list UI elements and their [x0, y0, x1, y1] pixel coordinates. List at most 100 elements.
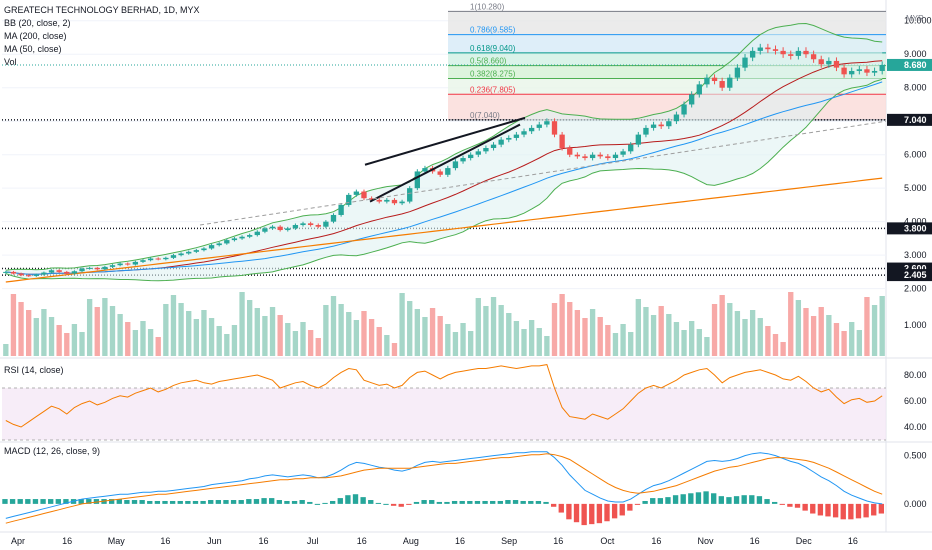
volume-bar — [833, 323, 840, 356]
macd-histogram-bar — [253, 499, 260, 504]
candle — [833, 60, 840, 68]
support-trendline — [199, 120, 887, 226]
volume-bar — [612, 333, 619, 356]
volume-bar — [3, 344, 9, 356]
macd-histogram-bar — [185, 500, 191, 504]
level-tag-label: 2.405 — [904, 270, 927, 280]
candle — [468, 154, 474, 159]
candle — [384, 199, 390, 202]
candle — [765, 47, 771, 50]
candlesticks — [3, 43, 885, 277]
volume-bar — [711, 304, 718, 356]
time-tick-label: Jul — [307, 536, 319, 546]
candle — [666, 121, 672, 127]
macd-histogram-bar — [93, 499, 100, 504]
candle — [292, 225, 299, 229]
ma200-line — [5, 177, 883, 283]
macd-histogram-bar — [505, 500, 511, 504]
macd-histogram-bar — [863, 503, 869, 518]
macd-histogram-bar — [611, 503, 618, 519]
candle — [132, 261, 139, 265]
rsi-tick-label: 40.00 — [904, 422, 927, 432]
macd-histogram-bar — [108, 499, 115, 504]
volume-bar — [734, 311, 741, 356]
macd-histogram-bar — [794, 503, 801, 508]
candle — [18, 273, 24, 276]
candle — [208, 245, 215, 249]
candle — [521, 131, 527, 135]
candle — [536, 124, 542, 128]
candle — [620, 151, 626, 155]
volume-bar — [559, 294, 565, 356]
candle — [33, 274, 39, 276]
macd-histogram-bar — [558, 503, 564, 513]
macd-histogram-bar — [208, 500, 214, 504]
volume-bar — [10, 294, 17, 356]
macd-histogram-bar — [116, 499, 122, 504]
volume-bar — [765, 326, 771, 356]
bb-fill — [5, 23, 883, 281]
volume-bar — [178, 303, 184, 356]
time-tick-label: 16 — [455, 536, 465, 546]
volume-bar — [445, 324, 451, 356]
volume-bar — [879, 296, 885, 356]
macd-histogram-bar — [672, 495, 679, 504]
time-tick-label: 16 — [357, 536, 367, 546]
candle — [460, 158, 466, 162]
candle — [567, 148, 573, 155]
candle — [856, 69, 862, 71]
volume-bar — [262, 316, 268, 356]
macd-histogram-bar — [688, 493, 694, 504]
candle — [826, 60, 832, 65]
macd-histogram-bar — [810, 503, 816, 514]
macd-histogram-bar — [680, 494, 686, 504]
macd-histogram-bar — [627, 503, 633, 511]
candle — [94, 267, 100, 270]
volume-bar — [323, 305, 329, 356]
candle — [422, 168, 428, 172]
volume-bar — [353, 320, 360, 356]
time-tick-label: 16 — [259, 536, 269, 546]
candle — [239, 236, 245, 239]
candle — [673, 114, 680, 122]
volume-bar — [788, 292, 794, 356]
macd-histogram-bar — [352, 494, 359, 504]
candle — [216, 243, 222, 246]
candle — [247, 235, 253, 237]
macd-histogram-bar — [223, 500, 229, 504]
macd-histogram-bar — [261, 498, 267, 504]
macd-histogram-bar — [741, 495, 747, 504]
macd-line — [5, 451, 883, 519]
macd-histogram-bar — [543, 501, 549, 504]
macd-histogram-bar — [299, 500, 305, 504]
volume-bar — [368, 319, 375, 356]
candle — [551, 121, 558, 135]
macd-histogram-bar — [314, 503, 321, 505]
candle — [574, 154, 581, 157]
macd-histogram-bar — [429, 500, 435, 504]
candle — [147, 258, 154, 261]
macd-histogram-bar — [200, 500, 206, 504]
macd-histogram-bar — [246, 499, 252, 504]
candle — [513, 134, 520, 138]
candle — [582, 156, 588, 159]
trendlines — [199, 116, 887, 226]
macd-tick-label: 0.000 — [904, 499, 927, 509]
volume-bar — [186, 311, 192, 356]
macd-histogram-bar — [604, 503, 610, 522]
grid-lines — [0, 0, 932, 533]
level-tag-label: 3.800 — [904, 223, 927, 233]
volume-bar — [871, 305, 878, 356]
volume-bar — [749, 310, 756, 356]
macd-histogram-bar — [337, 498, 343, 504]
macd-histogram-bar — [726, 497, 732, 504]
macd-histogram-bar — [291, 500, 298, 504]
candle — [803, 50, 809, 55]
macd-histogram-bar — [703, 491, 709, 504]
candle — [681, 104, 687, 115]
volume-bar — [719, 295, 725, 356]
candle — [879, 64, 885, 71]
macd-histogram-bar — [32, 499, 39, 504]
volume-bar — [94, 307, 100, 356]
